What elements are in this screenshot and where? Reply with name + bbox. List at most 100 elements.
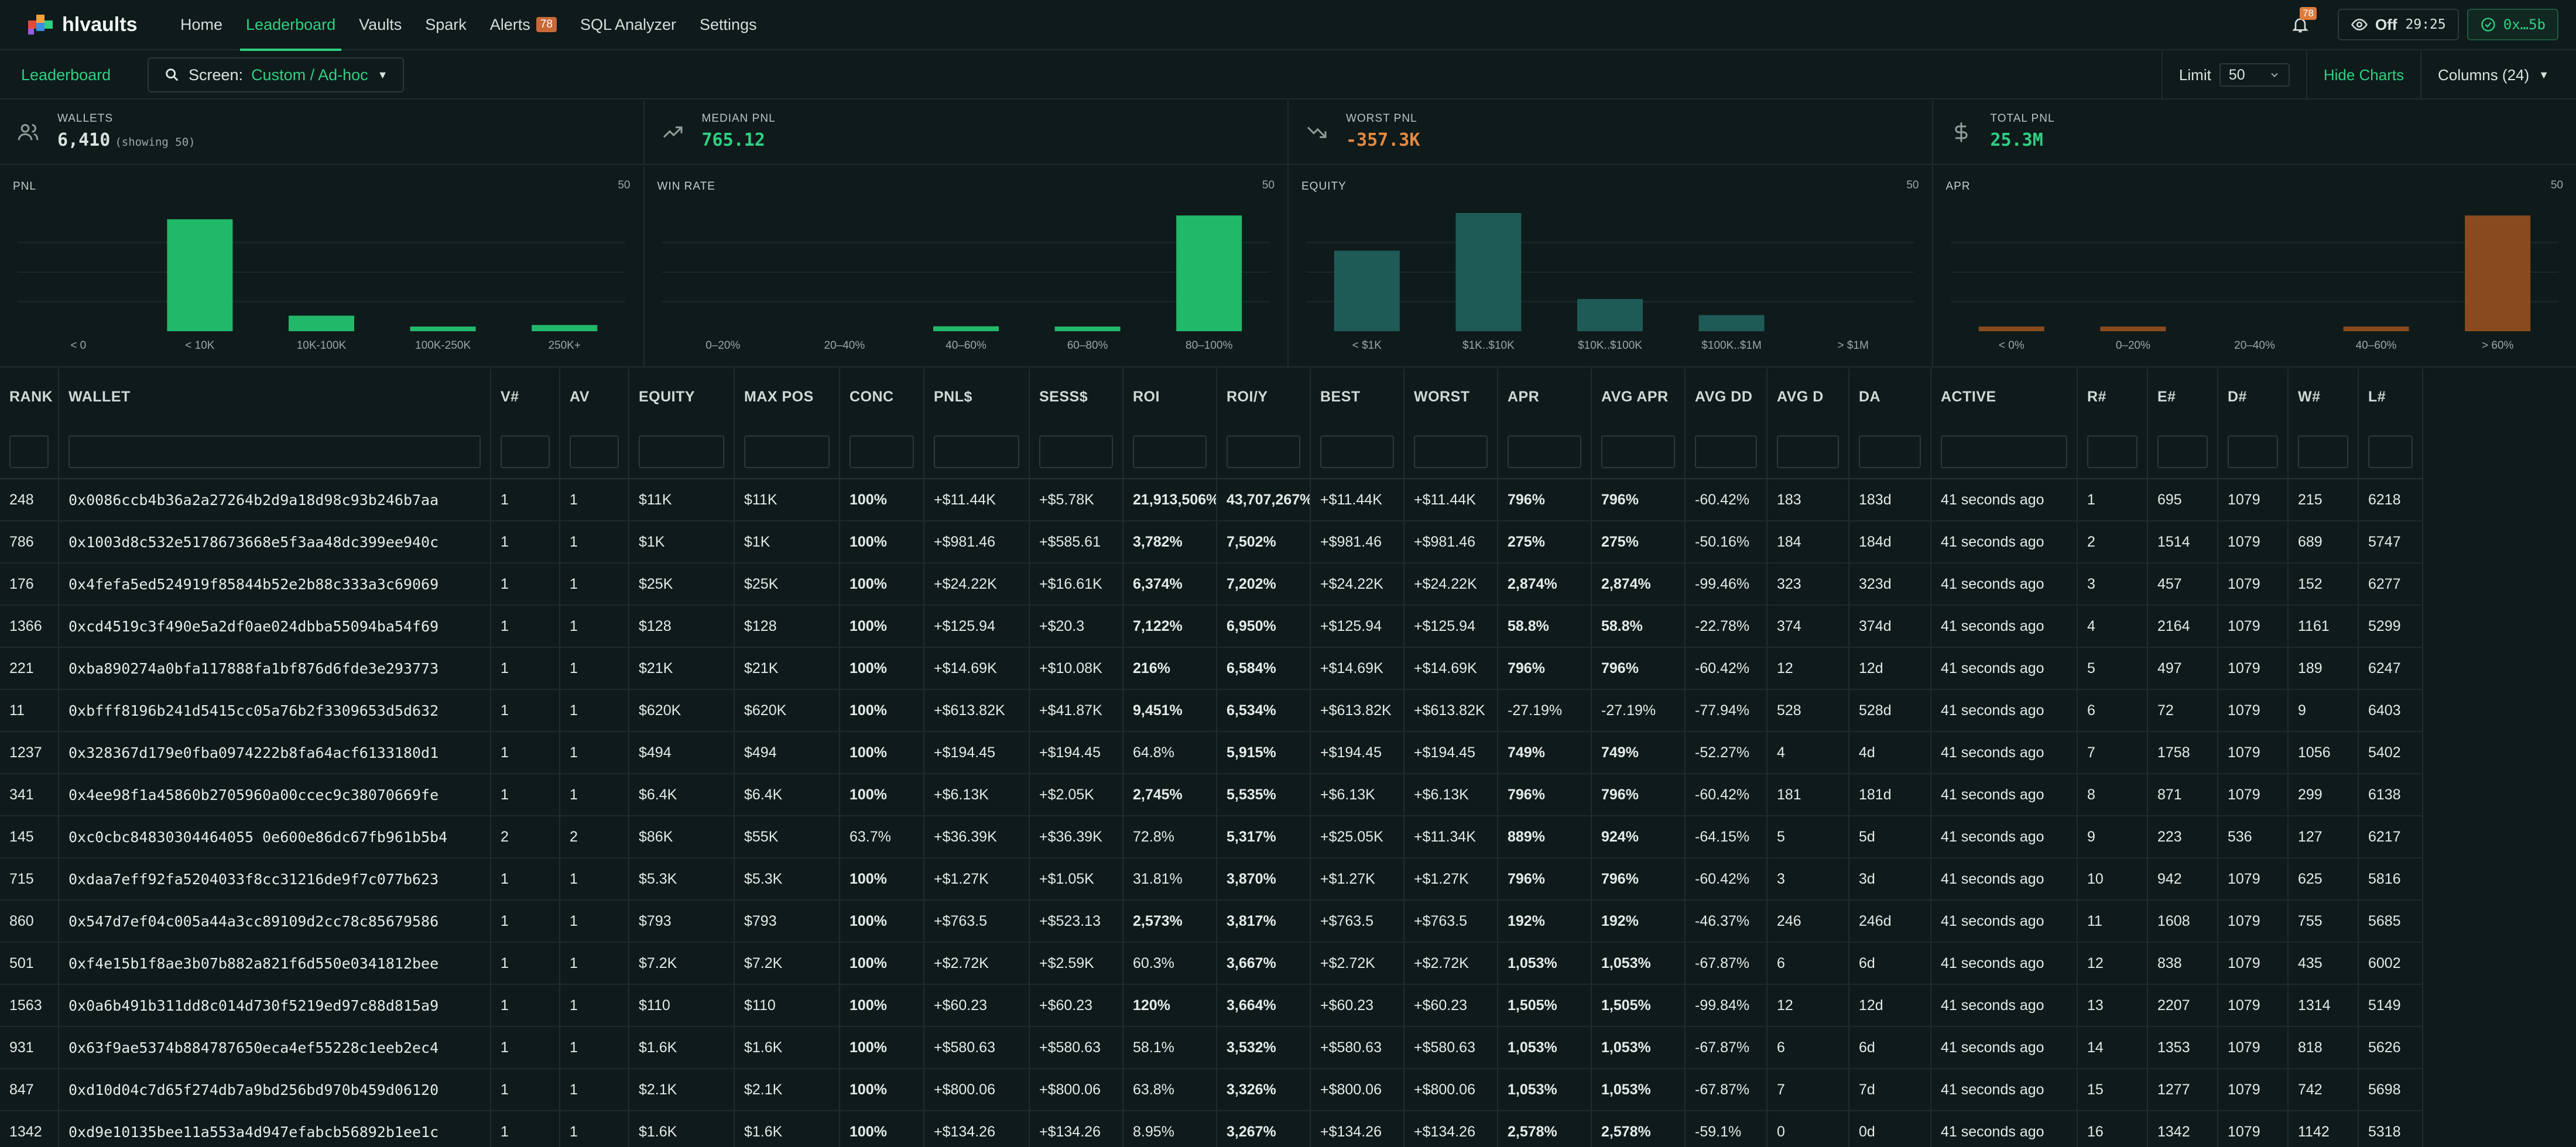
chart-bar[interactable] bbox=[2343, 327, 2409, 331]
filter-input-equity[interactable] bbox=[639, 435, 724, 468]
chart-bar[interactable] bbox=[2464, 215, 2530, 331]
column-header-l[interactable]: L# bbox=[2358, 369, 2423, 425]
filter-input-sess[interactable] bbox=[1039, 435, 1113, 468]
nav-alerts[interactable]: Alerts 78 bbox=[478, 0, 568, 50]
column-header-roi[interactable]: ROI bbox=[1123, 369, 1217, 425]
column-header-rank[interactable]: RANK bbox=[0, 369, 59, 425]
column-header-avg-dd[interactable]: AVG DD bbox=[1685, 369, 1767, 425]
nav-sql-analyzer[interactable]: SQL Analyzer bbox=[568, 0, 688, 50]
wallet-address[interactable]: 0xdaa7eff92fa5204033f8cc31216de9f7c077b6… bbox=[59, 858, 491, 901]
wallet-address[interactable]: 0xd10d04c7d65f274db7a9bd256bd970b459d061… bbox=[59, 1069, 491, 1111]
wallet-address[interactable]: 0x547d7ef04c005a44a3cc89109d2cc78c856795… bbox=[59, 900, 491, 943]
filter-input-max-pos[interactable] bbox=[744, 435, 830, 468]
column-header-avg-apr[interactable]: AVG APR bbox=[1591, 369, 1686, 425]
hide-charts-button[interactable]: Hide Charts bbox=[2306, 51, 2420, 99]
column-header-equity[interactable]: EQUITY bbox=[629, 369, 735, 425]
table-row[interactable]: 715 0xdaa7eff92fa5204033f8cc31216de9f7c07… bbox=[0, 858, 2423, 901]
table-row[interactable]: 176 0x4fefa5ed524919f85844b52e2b88c333a3c… bbox=[0, 563, 2423, 606]
column-header-pnl[interactable]: PNL$ bbox=[924, 369, 1030, 425]
filter-input-av[interactable] bbox=[570, 435, 619, 468]
wallet-address[interactable]: 0x63f9ae5374b884787650eca4ef55228c1eeb2e… bbox=[59, 1026, 491, 1069]
filter-input-w[interactable] bbox=[2298, 435, 2348, 468]
table-row[interactable]: 1563 0x0a6b491b311dd8c014d730f5219ed97c88… bbox=[0, 984, 2423, 1027]
filter-input-best[interactable] bbox=[1320, 435, 1394, 468]
filter-input-roi[interactable] bbox=[1133, 435, 1207, 468]
column-header-best[interactable]: BEST bbox=[1310, 369, 1405, 425]
filter-input-apr[interactable] bbox=[1508, 435, 1581, 468]
wallet-address[interactable]: 0xcd4519c3f490e5a2df0ae024dbba55094ba54f… bbox=[59, 605, 491, 648]
filter-input-conc[interactable] bbox=[849, 435, 914, 468]
table-row[interactable]: 786 0x1003d8c532e5178673668e5f3aa48dc399e… bbox=[0, 521, 2423, 564]
chart-bar[interactable] bbox=[2099, 327, 2166, 331]
filter-input-avg-apr[interactable] bbox=[1601, 435, 1675, 468]
filter-input-avg-d[interactable] bbox=[1777, 435, 1839, 468]
limit-select[interactable]: 50 bbox=[2219, 63, 2290, 87]
wallet-address[interactable]: 0xc0cbc84830304464055 0e600e86dc67fb961b… bbox=[59, 816, 491, 858]
table-row[interactable]: 145 0xc0cbc84830304464055 0e600e86dc67fb9… bbox=[0, 816, 2423, 858]
wallet-address[interactable]: 0x4fefa5ed524919f85844b52e2b88c333a3c690… bbox=[59, 563, 491, 606]
table-row[interactable]: 1366 0xcd4519c3f490e5a2df0ae024dbba55094b… bbox=[0, 605, 2423, 648]
table-row[interactable]: 341 0x4ee98f1a45860b2705960a00ccec9c38070… bbox=[0, 774, 2423, 816]
filter-input-d[interactable] bbox=[2228, 435, 2278, 468]
nav-leaderboard[interactable]: Leaderboard bbox=[234, 0, 347, 51]
table-row[interactable]: 1342 0xd9e10135bee11a553a4d947efabcb56892… bbox=[0, 1111, 2423, 1147]
chart-bar[interactable] bbox=[1978, 327, 2044, 331]
wallet-address[interactable]: 0xba890274a0bfa117888fa1bf876d6fde3e2937… bbox=[59, 647, 491, 690]
column-header-r[interactable]: R# bbox=[2077, 369, 2148, 425]
filter-input-da[interactable] bbox=[1859, 435, 1921, 468]
nav-settings[interactable]: Settings bbox=[688, 0, 769, 50]
nav-home[interactable]: Home bbox=[169, 0, 234, 50]
chart-bar[interactable] bbox=[167, 219, 233, 331]
screen-select[interactable]: Screen: Custom / Ad-hoc ▼ bbox=[148, 57, 405, 92]
table-row[interactable]: 501 0xf4e15b1f8ae3b07b882a821f6d550e03418… bbox=[0, 942, 2423, 985]
chart-bar[interactable] bbox=[1455, 213, 1522, 331]
account-button[interactable]: 0x…5b bbox=[2467, 9, 2558, 40]
column-header-sess[interactable]: SESS$ bbox=[1029, 369, 1123, 425]
table-row[interactable]: 847 0xd10d04c7d65f274db7a9bd256bd970b459d… bbox=[0, 1069, 2423, 1111]
logo[interactable]: hlvaults bbox=[28, 13, 169, 36]
wallet-address[interactable]: 0x4ee98f1a45860b2705960a00ccec9c38070669… bbox=[59, 774, 491, 816]
nav-spark[interactable]: Spark bbox=[413, 0, 478, 50]
wallet-address[interactable]: 0x0086ccb4b36a2a27264b2d9a18d98c93b246b7… bbox=[59, 479, 491, 521]
filter-input-avg-dd[interactable] bbox=[1695, 435, 1757, 468]
nav-vaults[interactable]: Vaults bbox=[347, 0, 413, 50]
chart-bar[interactable] bbox=[532, 325, 598, 331]
filter-input-v[interactable] bbox=[501, 435, 550, 468]
chart-bar[interactable] bbox=[289, 315, 354, 331]
chart-bar[interactable] bbox=[1334, 250, 1400, 331]
wallet-address[interactable]: 0x0a6b491b311dd8c014d730f5219ed97c88d815… bbox=[59, 984, 491, 1027]
table-row[interactable]: 11 0xbfff8196b241d5415cc05a76b2f3309653d5… bbox=[0, 689, 2423, 732]
wallet-address[interactable]: 0xd9e10135bee11a553a4d947efabcb56892b1ee… bbox=[59, 1111, 491, 1147]
chart-bar[interactable] bbox=[1698, 315, 1765, 331]
column-header-da[interactable]: DA bbox=[1849, 369, 1931, 425]
column-header-active[interactable]: ACTIVE bbox=[1931, 369, 2078, 425]
column-header-d[interactable]: D# bbox=[2218, 369, 2289, 425]
column-header-max-pos[interactable]: MAX POS bbox=[734, 369, 840, 425]
table-row[interactable]: 1237 0x328367d179e0fba0974222b8fa64acf613… bbox=[0, 732, 2423, 774]
filter-input-roi-y[interactable] bbox=[1227, 435, 1300, 468]
chart-bar[interactable] bbox=[410, 327, 476, 331]
column-header-w[interactable]: W# bbox=[2288, 369, 2359, 425]
filter-input-r[interactable] bbox=[2087, 435, 2137, 468]
table-row[interactable]: 221 0xba890274a0bfa117888fa1bf876d6fde3e2… bbox=[0, 647, 2423, 690]
filter-input-wallet[interactable] bbox=[68, 435, 481, 468]
column-header-worst[interactable]: WORST bbox=[1404, 369, 1498, 425]
table-row[interactable]: 248 0x0086ccb4b36a2a27264b2d9a18d98c93b24… bbox=[0, 479, 2423, 521]
filter-input-e[interactable] bbox=[2157, 435, 2208, 468]
chart-bar[interactable] bbox=[1054, 327, 1121, 331]
column-header-e[interactable]: E# bbox=[2147, 369, 2218, 425]
column-header-av[interactable]: AV bbox=[560, 369, 629, 425]
chart-bar[interactable] bbox=[1577, 298, 1643, 331]
chart-bar[interactable] bbox=[1176, 215, 1242, 331]
column-header-wallet[interactable]: WALLET bbox=[59, 369, 491, 425]
wallet-address[interactable]: 0xbfff8196b241d5415cc05a76b2f3309653d5d6… bbox=[59, 689, 491, 732]
filter-input-active[interactable] bbox=[1941, 435, 2067, 468]
table-row[interactable]: 931 0x63f9ae5374b884787650eca4ef55228c1ee… bbox=[0, 1026, 2423, 1069]
wallet-address[interactable]: 0xf4e15b1f8ae3b07b882a821f6d550e0341812b… bbox=[59, 942, 491, 985]
column-header-conc[interactable]: CONC bbox=[840, 369, 924, 425]
filter-input-l[interactable] bbox=[2368, 435, 2413, 468]
column-header-apr[interactable]: APR bbox=[1498, 369, 1592, 425]
wallet-address[interactable]: 0x328367d179e0fba0974222b8fa64acf6133180… bbox=[59, 732, 491, 774]
filter-input-worst[interactable] bbox=[1414, 435, 1488, 468]
wallet-address[interactable]: 0x1003d8c532e5178673668e5f3aa48dc399ee94… bbox=[59, 521, 491, 564]
